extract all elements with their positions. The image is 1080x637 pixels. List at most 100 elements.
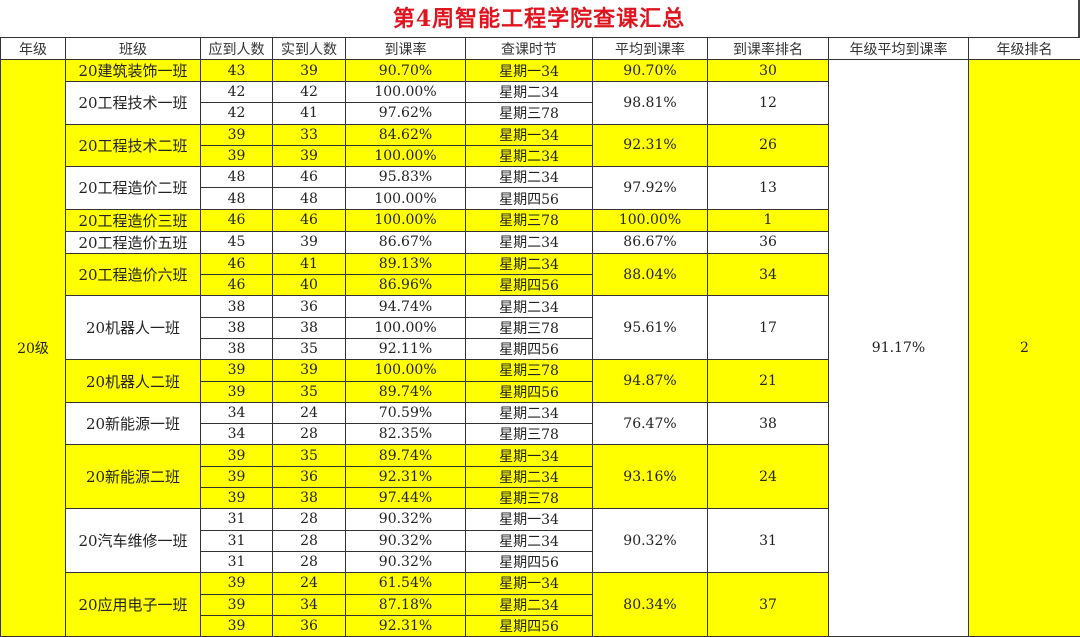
attendance-rate-cell[interactable]: 82.35% — [346, 424, 466, 445]
rank-cell[interactable]: 13 — [708, 167, 829, 210]
attendance-rate-cell[interactable]: 89.13% — [346, 253, 466, 274]
rank-cell[interactable]: 30 — [708, 60, 829, 82]
present-count-cell[interactable]: 35 — [273, 338, 346, 359]
attendance-rate-cell[interactable]: 90.32% — [346, 530, 466, 551]
avg-rate-cell[interactable]: 93.16% — [593, 445, 708, 509]
expected-count-cell[interactable]: 39 — [201, 445, 273, 466]
avg-rate-cell[interactable]: 100.00% — [593, 209, 708, 231]
expected-count-cell[interactable]: 39 — [201, 594, 273, 615]
avg-rate-cell[interactable]: 92.31% — [593, 124, 708, 167]
expected-count-cell[interactable]: 31 — [201, 551, 273, 572]
rank-cell[interactable]: 34 — [708, 253, 829, 296]
attendance-rate-cell[interactable]: 90.32% — [346, 551, 466, 572]
present-count-cell[interactable]: 41 — [273, 103, 346, 124]
attendance-rate-cell[interactable]: 95.83% — [346, 167, 466, 188]
present-count-cell[interactable]: 28 — [273, 530, 346, 551]
present-count-cell[interactable]: 28 — [273, 509, 346, 530]
attendance-rate-cell[interactable]: 97.44% — [346, 488, 466, 509]
rank-cell[interactable]: 31 — [708, 509, 829, 573]
header-rate[interactable]: 到课率 — [346, 38, 466, 60]
attendance-rate-cell[interactable]: 92.11% — [346, 338, 466, 359]
class-name-cell[interactable]: 20汽车维修一班 — [66, 509, 201, 573]
attendance-rate-cell[interactable]: 89.74% — [346, 381, 466, 402]
header-grade-avg[interactable]: 年级平均到课率 — [829, 38, 969, 60]
expected-count-cell[interactable]: 38 — [201, 296, 273, 317]
check-time-cell[interactable]: 星期二34 — [466, 594, 593, 615]
expected-count-cell[interactable]: 39 — [201, 360, 273, 381]
present-count-cell[interactable]: 24 — [273, 573, 346, 594]
rank-cell[interactable]: 1 — [708, 209, 829, 231]
header-check-time[interactable]: 查课时节 — [466, 38, 593, 60]
check-time-cell[interactable]: 星期一34 — [466, 445, 593, 466]
check-time-cell[interactable]: 星期三78 — [466, 103, 593, 124]
present-count-cell[interactable]: 40 — [273, 275, 346, 296]
attendance-rate-cell[interactable]: 100.00% — [346, 209, 466, 231]
check-time-cell[interactable]: 星期二34 — [466, 231, 593, 253]
attendance-rate-cell[interactable]: 61.54% — [346, 573, 466, 594]
attendance-rate-cell[interactable]: 90.70% — [346, 60, 466, 82]
present-count-cell[interactable]: 36 — [273, 296, 346, 317]
present-count-cell[interactable]: 48 — [273, 188, 346, 209]
check-time-cell[interactable]: 星期三78 — [466, 360, 593, 381]
check-time-cell[interactable]: 星期一34 — [466, 60, 593, 82]
check-time-cell[interactable]: 星期三78 — [466, 209, 593, 231]
class-name-cell[interactable]: 20工程造价六班 — [66, 253, 201, 296]
expected-count-cell[interactable]: 46 — [201, 209, 273, 231]
attendance-rate-cell[interactable]: 89.74% — [346, 445, 466, 466]
expected-count-cell[interactable]: 34 — [201, 402, 273, 423]
avg-rate-cell[interactable]: 88.04% — [593, 253, 708, 296]
attendance-rate-cell[interactable]: 94.74% — [346, 296, 466, 317]
header-class[interactable]: 班级 — [66, 38, 201, 60]
present-count-cell[interactable]: 35 — [273, 445, 346, 466]
check-time-cell[interactable]: 星期四56 — [466, 188, 593, 209]
check-time-cell[interactable]: 星期二34 — [466, 296, 593, 317]
expected-count-cell[interactable]: 48 — [201, 188, 273, 209]
expected-count-cell[interactable]: 43 — [201, 60, 273, 82]
expected-count-cell[interactable]: 31 — [201, 530, 273, 551]
present-count-cell[interactable]: 39 — [273, 231, 346, 253]
check-time-cell[interactable]: 星期二34 — [466, 82, 593, 103]
header-grade[interactable]: 年级 — [1, 38, 66, 60]
check-time-cell[interactable]: 星期四56 — [466, 338, 593, 359]
grade-rank-cell[interactable]: 2 — [969, 60, 1080, 637]
avg-rate-cell[interactable]: 90.32% — [593, 509, 708, 573]
present-count-cell[interactable]: 24 — [273, 402, 346, 423]
attendance-rate-cell[interactable]: 87.18% — [346, 594, 466, 615]
expected-count-cell[interactable]: 34 — [201, 424, 273, 445]
expected-count-cell[interactable]: 39 — [201, 145, 273, 166]
class-name-cell[interactable]: 20工程造价二班 — [66, 167, 201, 210]
present-count-cell[interactable]: 46 — [273, 167, 346, 188]
class-name-cell[interactable]: 20机器人一班 — [66, 296, 201, 360]
attendance-rate-cell[interactable]: 100.00% — [346, 360, 466, 381]
attendance-rate-cell[interactable]: 70.59% — [346, 402, 466, 423]
expected-count-cell[interactable]: 42 — [201, 103, 273, 124]
rank-cell[interactable]: 17 — [708, 296, 829, 360]
expected-count-cell[interactable]: 39 — [201, 124, 273, 145]
check-time-cell[interactable]: 星期三78 — [466, 424, 593, 445]
avg-rate-cell[interactable]: 86.67% — [593, 231, 708, 253]
attendance-rate-cell[interactable]: 84.62% — [346, 124, 466, 145]
rank-cell[interactable]: 26 — [708, 124, 829, 167]
expected-count-cell[interactable]: 46 — [201, 275, 273, 296]
check-time-cell[interactable]: 星期四56 — [466, 381, 593, 402]
class-name-cell[interactable]: 20工程造价三班 — [66, 209, 201, 231]
header-grade-rank[interactable]: 年级排名 — [969, 38, 1080, 60]
attendance-rate-cell[interactable]: 92.31% — [346, 615, 466, 636]
class-name-cell[interactable]: 20工程技术一班 — [66, 82, 201, 125]
expected-count-cell[interactable]: 31 — [201, 509, 273, 530]
present-count-cell[interactable]: 35 — [273, 381, 346, 402]
attendance-rate-cell[interactable]: 100.00% — [346, 82, 466, 103]
avg-rate-cell[interactable]: 80.34% — [593, 573, 708, 637]
present-count-cell[interactable]: 33 — [273, 124, 346, 145]
expected-count-cell[interactable]: 46 — [201, 253, 273, 274]
check-time-cell[interactable]: 星期二34 — [466, 466, 593, 487]
expected-count-cell[interactable]: 39 — [201, 466, 273, 487]
check-time-cell[interactable]: 星期四56 — [466, 551, 593, 572]
check-time-cell[interactable]: 星期四56 — [466, 275, 593, 296]
check-time-cell[interactable]: 星期二34 — [466, 167, 593, 188]
rank-cell[interactable]: 38 — [708, 402, 829, 445]
check-time-cell[interactable]: 星期一34 — [466, 509, 593, 530]
class-name-cell[interactable]: 20机器人二班 — [66, 360, 201, 403]
class-name-cell[interactable]: 20应用电子一班 — [66, 573, 201, 637]
present-count-cell[interactable]: 41 — [273, 253, 346, 274]
